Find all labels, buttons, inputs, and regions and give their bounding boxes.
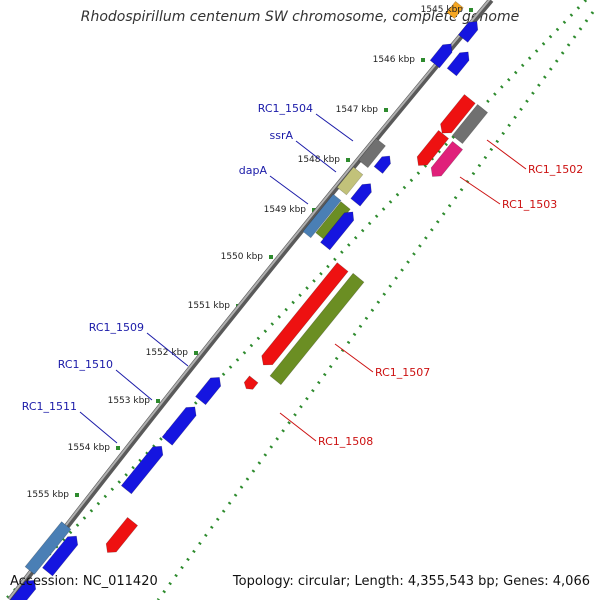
gene-feature [429, 43, 453, 69]
gene-feature [446, 0, 464, 20]
gene-feature [358, 137, 386, 169]
gene-feature [120, 445, 164, 495]
gene-feature [261, 262, 349, 366]
gene-feature [195, 377, 222, 406]
gene-label: RC1_1502 [528, 163, 583, 176]
gene-label: RC1_1508 [318, 435, 373, 448]
gene-label: RC1_1511 [22, 400, 77, 413]
leader-line [486, 139, 527, 170]
tick-label: 1552 kbp [146, 348, 189, 358]
map-title: Rhodospirillum centenum SW chromosome, c… [80, 9, 520, 25]
tick-mark [346, 158, 350, 162]
gene-label: ssrA [269, 129, 293, 142]
backbone-line [7, 0, 494, 600]
gene-feature [10, 580, 37, 600]
tick-mark [75, 493, 79, 497]
accession-text: Accession: NC_011420 [10, 574, 158, 589]
topology-text: Topology: circular; Length: 4,355,543 bp… [232, 574, 590, 589]
leader-line [334, 343, 374, 373]
gene-feature [446, 51, 470, 77]
gene-feature [42, 535, 79, 577]
gene-feature [430, 140, 464, 177]
gene-feature [350, 183, 372, 207]
tick-label: 1545 kbp [421, 5, 464, 15]
leader-line [315, 113, 354, 142]
leader-line [269, 175, 309, 205]
tick-mark [269, 255, 273, 259]
leader-line [459, 176, 501, 205]
gene-feature [243, 375, 259, 390]
gene-feature [373, 155, 391, 174]
gene-label: RC1_1510 [58, 358, 113, 371]
leader-line [146, 332, 189, 367]
tick-mark [469, 8, 473, 12]
gene-feature [440, 94, 476, 134]
gene-feature [315, 201, 351, 241]
tick-mark [312, 208, 316, 212]
leader-line [279, 412, 317, 442]
tick-mark [156, 399, 160, 403]
outer-dotted-scale [3, 0, 588, 600]
gene-label: RC1_1509 [89, 321, 144, 334]
gene-feature [457, 21, 479, 43]
gene-label: dapA [239, 164, 268, 177]
gene-feature [416, 129, 450, 166]
gene-feature [451, 103, 489, 145]
leader-line [115, 369, 153, 401]
tick-label: 1546 kbp [373, 55, 416, 65]
tick-mark [421, 58, 425, 62]
inner-dotted-scale [156, 11, 595, 600]
backbone-highlight [8, 0, 491, 600]
leader-line [295, 140, 337, 173]
tick-mark [194, 351, 198, 355]
tick-label: 1554 kbp [68, 443, 111, 453]
tick-label: 1550 kbp [221, 252, 264, 262]
tick-label: 1553 kbp [108, 396, 151, 406]
tick-label: 1547 kbp [336, 105, 379, 115]
gene-feature [24, 521, 72, 575]
gene-label: RC1_1504 [258, 102, 313, 115]
tick-label: 1551 kbp [188, 301, 231, 311]
gene-feature [320, 211, 355, 251]
tick-mark [384, 108, 388, 112]
gene-feature [336, 166, 364, 196]
gene-feature [161, 406, 197, 446]
gene-label: RC1_1503 [502, 198, 557, 211]
tick-label: 1548 kbp [298, 155, 341, 165]
tick-label: 1555 kbp [27, 490, 70, 500]
gene-feature [105, 516, 139, 553]
tick-mark [116, 446, 120, 450]
tick-label: 1549 kbp [264, 205, 307, 215]
gene-feature [269, 272, 365, 386]
gene-feature [302, 193, 342, 239]
leader-line [79, 411, 118, 444]
gene-label: RC1_1507 [375, 366, 430, 379]
